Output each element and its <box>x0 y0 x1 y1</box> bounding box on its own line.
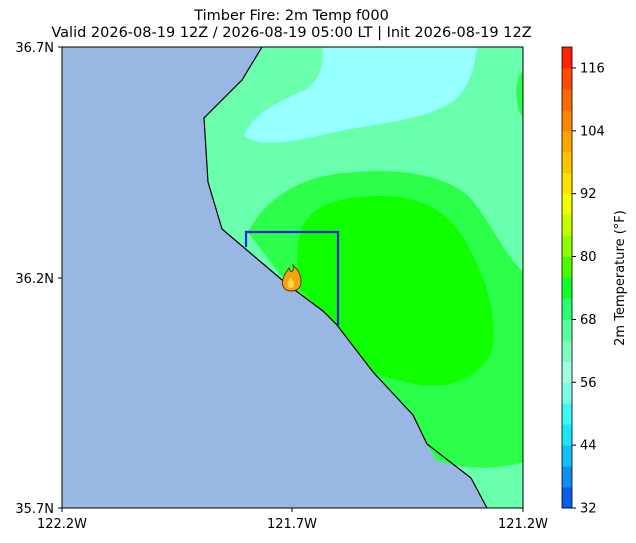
colorbar-segment <box>562 47 572 69</box>
colorbar-segment <box>562 298 572 320</box>
map-subtitle: Valid 2026-08-19 12Z / 2026-08-19 05:00 … <box>51 25 532 41</box>
colorbar-segment <box>562 487 572 509</box>
colorbar-segment <box>562 88 572 111</box>
lon-tick-label: 122.2W <box>37 517 87 532</box>
colorbar-segment <box>562 277 572 299</box>
colorbar-segment <box>562 319 572 341</box>
lon-tick-label: 121.7W <box>267 517 317 532</box>
temperature-band-cool <box>244 47 477 143</box>
colorbar-ticks: 32 44 56 68 80 92 104 116 <box>572 61 605 517</box>
colorbar-tick-label: 68 <box>580 313 597 328</box>
axis-ticks <box>58 46 524 512</box>
lat-tick-label: 36.2N <box>15 272 54 287</box>
colorbar-segment <box>562 340 572 362</box>
colorbar-segment <box>562 172 572 195</box>
colorbar <box>562 47 572 509</box>
map-plot-area <box>62 47 523 508</box>
temperature-band-warm <box>297 196 494 386</box>
colorbar-segment <box>562 214 572 236</box>
colorbar-segment <box>562 466 572 488</box>
colorbar-segment <box>562 445 572 467</box>
colorbar-segment <box>562 235 572 257</box>
colorbar-tick-label: 92 <box>580 187 597 202</box>
colorbar-tick-label: 104 <box>580 124 605 139</box>
colorbar-tick-label: 32 <box>580 502 597 517</box>
colorbar-segment <box>562 382 572 404</box>
map-title: Timber Fire: 2m Temp f000 <box>194 8 389 24</box>
colorbar-label: 2m Temperature (°F) <box>613 210 628 346</box>
lon-tick-label: 121.2W <box>498 517 548 532</box>
colorbar-frame <box>561 46 573 509</box>
colorbar-segment <box>562 361 572 383</box>
colorbar-segment <box>562 424 572 446</box>
colorbar-tick-label: 44 <box>580 439 597 454</box>
flame-icon <box>281 263 302 292</box>
coastline <box>203 47 488 508</box>
temperature-band-edge <box>516 70 523 118</box>
colorbar-segment <box>562 256 572 278</box>
lat-tick-label: 36.7N <box>15 41 54 56</box>
colorbar-tick-label: 56 <box>580 376 597 391</box>
colorbar-segment <box>562 151 572 174</box>
colorbar-segment <box>562 109 572 132</box>
colorbar-segment <box>562 193 572 216</box>
colorbar-segment <box>562 67 572 90</box>
colorbar-segment <box>562 403 572 425</box>
fire-domain-box <box>244 230 340 325</box>
colorbar-tick-label: 80 <box>580 250 597 265</box>
colorbar-segment <box>562 130 572 153</box>
lat-tick-label: 35.7N <box>15 502 54 517</box>
colorbar-tick-label: 116 <box>580 61 605 76</box>
